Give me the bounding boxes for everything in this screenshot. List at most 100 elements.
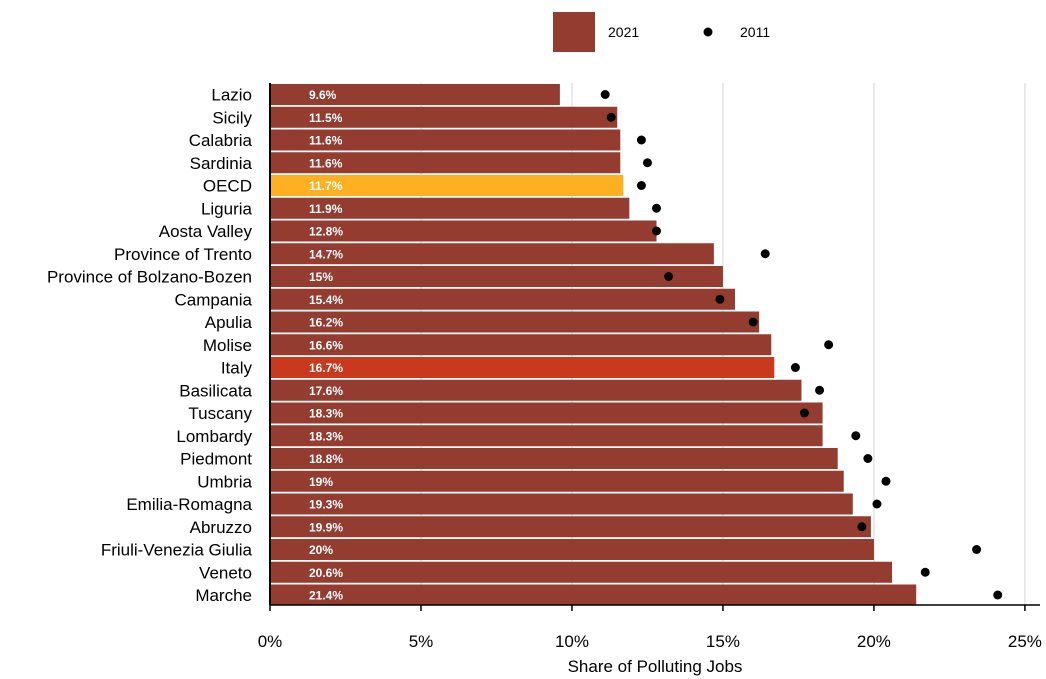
legend-swatch-2011 <box>703 27 713 37</box>
bar-value-label-sicily: 11.5% <box>309 111 343 125</box>
x-tick-label-15: 15% <box>706 632 740 651</box>
bar-value-label-province-of-trento: 14.7% <box>309 247 343 261</box>
legend-label-2021: 2021 <box>608 24 639 40</box>
bar-value-label-liguria: 11.9% <box>309 202 343 216</box>
category-label-emilia-romagna: Emilia-Romagna <box>126 495 252 514</box>
bar-value-label-friuli-venezia-giulia: 20% <box>309 543 333 557</box>
dot-2011-liguria <box>652 203 662 213</box>
bar-lazio <box>270 84 560 105</box>
bar-liguria <box>270 197 630 219</box>
bar-value-label-molise: 16.6% <box>309 338 343 352</box>
bar-umbria <box>270 470 844 492</box>
dot-2011-piedmont <box>863 454 873 463</box>
bar-value-label-campania: 15.4% <box>309 293 343 307</box>
category-label-province-of-trento: Province of Trento <box>114 245 252 264</box>
dot-2011-umbria <box>881 476 891 486</box>
legend-label-2011: 2011 <box>740 24 770 40</box>
category-label-veneto: Veneto <box>199 563 252 582</box>
category-label-piedmont: Piedmont <box>180 450 252 469</box>
dot-2011-oecd <box>636 181 646 190</box>
bar-emilia-romagna <box>270 493 853 515</box>
dot-2011-abruzzo <box>857 522 867 532</box>
bar-veneto <box>270 561 893 583</box>
bar-labels: 9.6% 11.5% 11.6% 11.6% 11.7% 11.9% 12.8% 14.7% 1… <box>309 88 343 603</box>
dot-2011-basilicata <box>815 385 825 395</box>
bar-basilicata <box>270 379 802 401</box>
bar-value-label-oecd: 11.7% <box>309 179 343 193</box>
bar-calabria <box>270 129 621 151</box>
dot-2011-friuli-venezia-giulia <box>972 545 982 554</box>
category-label-campania: Campania <box>175 290 253 309</box>
category-label-italy: Italy <box>221 359 253 378</box>
bar-value-label-abruzzo: 19.9% <box>309 520 343 534</box>
bar-province-of-trento <box>270 243 714 265</box>
dot-2011-veneto <box>920 567 930 577</box>
dot-2011-sardinia <box>642 158 652 168</box>
bar-value-label-marche: 21.4% <box>309 589 343 603</box>
category-label-aosta-valley: Aosta Valley <box>159 222 253 241</box>
dot-2011-campania <box>715 294 725 304</box>
bar-marche <box>270 584 917 606</box>
bar-value-label-tuscany: 18.3% <box>309 407 343 421</box>
category-label-apulia: Apulia <box>205 313 253 332</box>
category-label-sardinia: Sardinia <box>190 154 253 173</box>
dot-2011-lombardy <box>851 431 861 441</box>
dot-2011-italy <box>790 363 800 372</box>
bar-italy <box>270 357 775 378</box>
dot-2011-tuscany <box>799 408 809 418</box>
category-label-friuli-venezia-giulia: Friuli-Venezia Giulia <box>101 541 253 560</box>
bar-value-label-umbria: 19% <box>309 475 333 489</box>
bar-apulia <box>270 311 760 333</box>
bar-value-label-veneto: 20.6% <box>309 566 343 580</box>
bar-province-of-bolzano-bozen <box>270 266 723 287</box>
category-label-lazio: Lazio <box>211 86 252 105</box>
category-label-sicily: Sicily <box>212 108 252 127</box>
dot-2011-province-of-bolzano-bozen <box>664 272 674 281</box>
x-tick-label-20: 20% <box>857 632 891 651</box>
category-label-molise: Molise <box>203 336 252 355</box>
category-labels: Lazio Sicily Calabria Sardinia OECD Liguria Ao… <box>47 86 253 606</box>
dot-2011-lazio <box>600 90 610 99</box>
bar-value-label-basilicata: 17.6% <box>309 384 343 398</box>
bar-value-label-aosta-valley: 12.8% <box>309 225 343 239</box>
category-label-calabria: Calabria <box>189 131 253 150</box>
category-label-abruzzo: Abruzzo <box>190 518 252 537</box>
dot-2011-calabria <box>636 135 646 145</box>
dots <box>600 90 1003 600</box>
bar-oecd <box>270 175 624 196</box>
dot-2011-province-of-trento <box>760 249 770 259</box>
dot-2011-sicily <box>606 112 616 122</box>
bar-sardinia <box>270 152 621 174</box>
bar-aosta-valley <box>270 220 657 242</box>
x-tick-label-10: 10% <box>555 632 589 651</box>
bar-abruzzo <box>270 516 871 538</box>
bar-value-label-piedmont: 18.8% <box>309 452 343 466</box>
x-tick-label-0: 0% <box>258 632 283 651</box>
x-axis-title: Share of Polluting Jobs <box>568 657 743 676</box>
x-tick-label-5: 5% <box>409 632 434 651</box>
legend-swatch-2021 <box>553 12 595 52</box>
category-label-oecd: OECD <box>203 177 252 196</box>
bar-molise <box>270 334 772 356</box>
bar-value-label-sardinia: 11.6% <box>309 156 343 170</box>
x-ticks: 0% 5% 10% 15% 20% 25% <box>258 605 1042 651</box>
bar-value-label-province-of-bolzano-bozen: 15% <box>309 270 333 284</box>
dot-2011-aosta-valley <box>652 226 662 236</box>
category-label-lombardy: Lombardy <box>176 427 252 446</box>
bar-lombardy <box>270 425 823 447</box>
bar-value-label-lombardy: 18.3% <box>309 429 343 443</box>
category-label-province-of-bolzano-bozen: Province of Bolzano-Bozen <box>47 268 252 287</box>
legend: 2021 2011 <box>553 12 770 52</box>
bar-value-label-calabria: 11.6% <box>309 134 343 148</box>
bar-piedmont <box>270 448 838 469</box>
bar-tuscany <box>270 402 823 424</box>
dot-2011-molise <box>824 340 834 350</box>
bar-value-label-emilia-romagna: 19.3% <box>309 498 343 512</box>
bars <box>270 84 917 606</box>
category-label-tuscany: Tuscany <box>188 404 252 423</box>
category-label-marche: Marche <box>195 586 252 605</box>
dot-2011-marche <box>993 590 1003 600</box>
category-label-liguria: Liguria <box>201 199 253 218</box>
category-label-basilicata: Basilicata <box>179 381 252 400</box>
